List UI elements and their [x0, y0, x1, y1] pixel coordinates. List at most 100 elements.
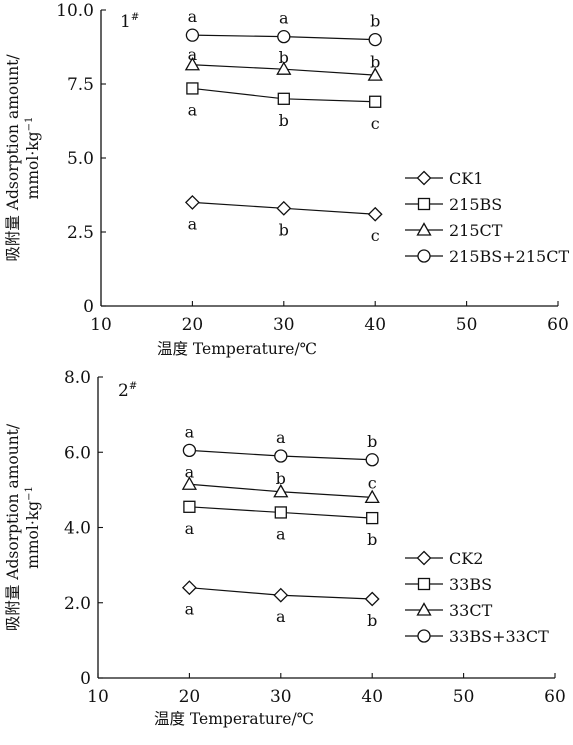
data-point	[367, 67, 383, 81]
data-point	[367, 206, 383, 222]
legend-entry: 215BS	[449, 195, 502, 214]
y-axis-label: 吸附量 Adsorption amount/mmol·kg−1	[4, 423, 42, 631]
legend-marker	[416, 550, 432, 566]
significance-letter: a	[185, 519, 195, 538]
x-tick-label: 10	[87, 687, 109, 707]
data-point	[277, 92, 290, 105]
y-tick-label: 4.0	[64, 519, 91, 539]
significance-letter: b	[367, 530, 377, 549]
data-point	[273, 483, 289, 498]
y-tick-label: 8.0	[64, 368, 91, 388]
panel-label-superscript: #	[129, 381, 137, 392]
significance-letter: a	[185, 462, 195, 481]
data-point	[364, 489, 380, 504]
y-axis-label-superscript: −1	[24, 117, 35, 132]
panel-label: 2#	[118, 381, 137, 401]
significance-letter: a	[276, 428, 286, 447]
legend-marker	[417, 249, 431, 263]
x-tick-label: 30	[270, 687, 292, 707]
x-tick-label: 20	[179, 687, 201, 707]
significance-letter: c	[368, 474, 377, 493]
y-axis-label-line2: mmol·kg	[24, 131, 42, 199]
data-point	[181, 580, 197, 596]
significance-letter: b	[367, 611, 377, 630]
y-tick-label: 0	[83, 297, 94, 317]
legend-entry: 33BS	[449, 575, 492, 594]
x-tick-label: 50	[456, 315, 478, 335]
y-axis-label-line2: mmol·kg	[24, 501, 42, 569]
data-point	[368, 32, 382, 47]
legend-marker	[417, 629, 431, 643]
significance-letter: c	[371, 114, 380, 133]
legend: CK2 33BS 33CT 33BS+33CT	[405, 549, 549, 646]
panel-label-superscript: #	[131, 12, 139, 23]
series-CK1: a b c	[184, 194, 383, 245]
legend-entry: CK2	[449, 549, 483, 568]
data-point	[276, 200, 292, 216]
legend: CK1 215BS 215CT 215BS+215CT	[405, 169, 569, 266]
y-tick-label: 5.0	[67, 149, 94, 169]
data-point	[364, 591, 380, 607]
legend-entry: CK1	[449, 169, 483, 188]
x-tick-label: 10	[90, 315, 112, 335]
significance-letter: a	[188, 7, 198, 26]
significance-letter: b	[279, 48, 289, 67]
significance-letter: a	[279, 9, 289, 28]
legend-marker	[416, 170, 432, 186]
x-tick-label: 60	[544, 687, 566, 707]
data-point	[274, 449, 288, 463]
x-tick-label: 20	[182, 315, 204, 335]
significance-letter: a	[188, 100, 198, 119]
significance-letter: b	[279, 220, 289, 239]
significance-letter: b	[367, 432, 377, 451]
legend-entry: 33CT	[449, 601, 493, 620]
significance-letter: b	[370, 52, 380, 71]
data-point	[366, 511, 379, 525]
y-tick-label: 7.5	[67, 75, 94, 95]
significance-letter: b	[276, 469, 286, 488]
significance-letter: b	[370, 12, 380, 31]
significance-letter: a	[276, 524, 286, 543]
legend-marker	[416, 602, 432, 616]
chart-panel-1: 10 20 30 40 50 60 0 2.5 5.0 7.5 10.0 温度 Temperature…	[4, 1, 569, 358]
legend-entry: 215BS+215CT	[449, 247, 569, 266]
y-tick-label: 2.0	[64, 594, 91, 614]
data-point	[184, 56, 201, 71]
data-point	[276, 61, 292, 75]
legend-marker	[417, 577, 431, 591]
data-point	[182, 443, 197, 458]
panel-label: 1#	[120, 12, 139, 32]
x-tick-label: 40	[364, 315, 386, 335]
x-tick-label: 60	[547, 315, 569, 335]
x-tick-label: 40	[361, 687, 383, 707]
data-point	[183, 500, 196, 513]
significance-letter: b	[279, 111, 289, 130]
x-tick-label: 30	[273, 315, 295, 335]
y-tick-label: 6.0	[64, 443, 91, 463]
series-215BS: a b c	[186, 82, 382, 133]
data-point	[274, 506, 287, 519]
data-point	[369, 95, 382, 108]
y-axis-label: 吸附量 Adsorption amount/mmol·kg−1	[4, 54, 42, 262]
series-33CT: a b c	[181, 462, 380, 504]
x-axis-label: 温度 Temperature/℃	[154, 710, 314, 728]
y-axis-label-line1: 吸附量 Adsorption amount/	[4, 423, 22, 631]
x-tick-label: 50	[453, 687, 475, 707]
y-tick-label: 2.5	[67, 223, 94, 243]
legend-marker	[416, 222, 432, 236]
legend-entry: 33BS+33CT	[449, 627, 549, 646]
y-tick-label: 10.0	[56, 1, 94, 21]
chart-panel-2: 10 20 30 40 50 60 0 2.0 4.0 6.0 8.0 温度 Temperature/…	[4, 368, 566, 728]
significance-letter: a	[188, 45, 198, 64]
legend-entry: 215CT	[449, 221, 503, 240]
data-point	[184, 194, 200, 210]
data-point	[181, 476, 198, 490]
significance-letter: a	[185, 600, 195, 619]
data-point	[186, 82, 199, 95]
y-tick-label: 0	[80, 669, 91, 689]
